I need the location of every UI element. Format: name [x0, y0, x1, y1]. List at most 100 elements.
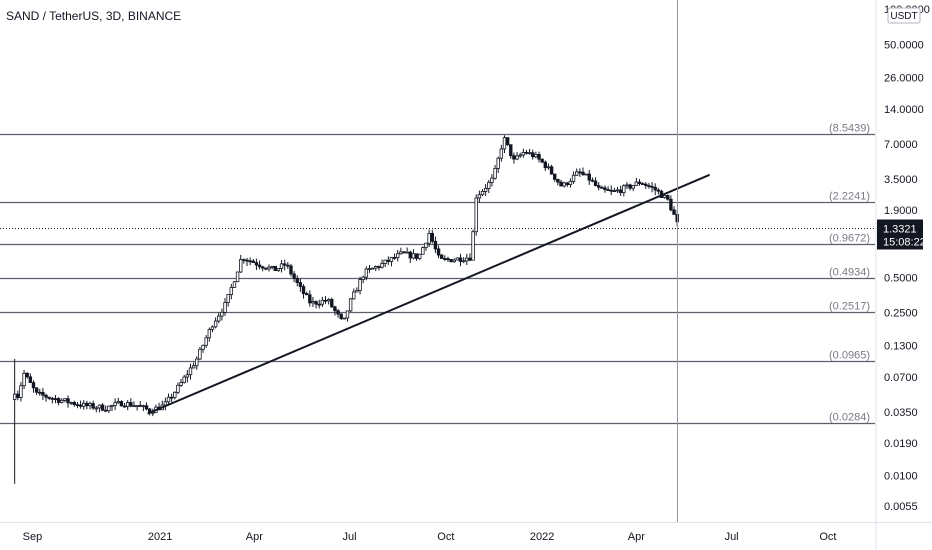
candle-body: [666, 195, 670, 200]
candle-body: [396, 253, 400, 258]
candle-body: [116, 401, 120, 404]
candle: [229, 283, 234, 300]
y-tick-label: 0.0350: [884, 407, 918, 419]
candle-body: [421, 247, 425, 255]
candle-body: [487, 182, 491, 189]
y-tick-label: 7.0000: [884, 139, 918, 151]
candle-body: [455, 257, 460, 261]
candle-body: [31, 382, 36, 389]
candle: [493, 165, 497, 180]
candle-body: [512, 155, 516, 160]
candle: [568, 178, 573, 188]
y-axis[interactable]: 100.000050.000026.000014.00007.00003.500…: [875, 0, 930, 550]
x-axis[interactable]: Sep 2021 Apr Jul Oct 2022 Apr Jul Oct: [0, 522, 932, 544]
candle-body: [471, 231, 475, 261]
candle: [88, 401, 92, 410]
candle: [622, 184, 626, 197]
candle: [458, 253, 463, 267]
candle: [141, 404, 146, 412]
candle-body: [298, 282, 303, 287]
candle: [82, 400, 86, 410]
candle: [487, 179, 491, 194]
candle-body: [323, 299, 328, 302]
candle-body: [571, 174, 576, 182]
level-label: (8.5439): [829, 123, 870, 135]
candle-body: [78, 404, 83, 407]
candle: [239, 254, 243, 273]
candle-body: [565, 182, 569, 185]
level-label: (0.0965): [829, 350, 870, 362]
candle: [509, 144, 513, 159]
candle-body: [44, 394, 48, 398]
candle: [251, 259, 255, 263]
candle: [314, 300, 318, 309]
candle-body: [612, 190, 617, 193]
candle-body: [279, 263, 284, 269]
candle-body: [242, 259, 246, 261]
x-tick-label: Apr: [628, 531, 645, 543]
candle-body: [474, 197, 478, 233]
y-tick-label: 0.0190: [884, 438, 918, 450]
candle-body: [399, 251, 403, 255]
candle: [578, 168, 582, 177]
candle: [125, 400, 130, 411]
candle-body: [650, 185, 654, 188]
current-price-badge-box: [877, 219, 923, 250]
candle-body: [637, 181, 642, 184]
candle: [298, 278, 303, 292]
candle-body: [107, 405, 111, 412]
candle: [436, 245, 441, 259]
candle: [634, 177, 639, 186]
candle: [226, 294, 230, 307]
candle-body: [656, 189, 661, 192]
candle: [553, 173, 557, 182]
candle: [295, 275, 299, 287]
trendline-layer: [147, 173, 711, 415]
candle: [311, 296, 315, 308]
candle-body: [47, 396, 51, 399]
candle: [656, 187, 661, 195]
candle-body: [609, 189, 613, 192]
candle-body: [348, 298, 353, 312]
candle: [527, 148, 532, 155]
candle: [220, 308, 224, 321]
candle-body: [201, 344, 205, 350]
candle-body: [273, 265, 277, 272]
candle: [308, 290, 312, 307]
candle: [361, 275, 365, 284]
candle: [480, 189, 485, 197]
candle-body: [562, 182, 566, 187]
candle: [122, 402, 127, 408]
candle: [380, 259, 384, 269]
candle: [374, 265, 378, 272]
candle: [345, 310, 350, 322]
candle-body: [97, 404, 102, 409]
candle-body: [104, 409, 108, 412]
candle-body: [430, 232, 434, 242]
candle-body: [465, 257, 469, 262]
candle: [512, 152, 516, 164]
candle-body: [185, 374, 190, 378]
candle-body: [496, 157, 500, 169]
candle: [289, 263, 293, 277]
candle: [75, 401, 80, 409]
x-tick-label: Apr: [246, 531, 263, 543]
candle: [600, 185, 604, 189]
candle: [119, 400, 124, 407]
candle: [581, 167, 585, 176]
candle: [653, 183, 657, 196]
currency-badge-box: [887, 7, 921, 24]
candle: [496, 156, 500, 173]
candle-body: [556, 178, 560, 183]
candle-body: [22, 372, 26, 387]
candle: [411, 249, 416, 260]
x-tick-label: Jul: [343, 531, 357, 543]
candle-body: [540, 158, 544, 163]
candle: [650, 182, 654, 193]
candle-body: [358, 279, 362, 291]
candle-body: [436, 248, 441, 256]
candle-body: [308, 294, 312, 304]
candle-body: [549, 166, 554, 175]
candle: [402, 251, 406, 254]
